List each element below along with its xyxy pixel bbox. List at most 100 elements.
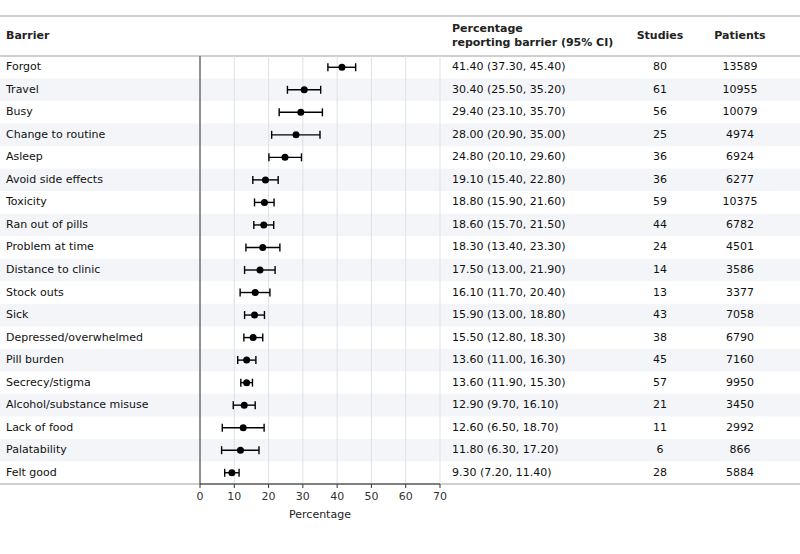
error-cap <box>239 289 240 297</box>
column-header-line: reporting barrier (95% CI) <box>452 36 613 49</box>
table-rule <box>0 16 800 17</box>
marks <box>222 63 356 476</box>
row-stripe <box>0 79 800 102</box>
patients-cell: 866 <box>730 443 751 456</box>
error-cap <box>320 86 321 94</box>
category-label: Depressed/overwhelmed <box>6 331 143 344</box>
ci-label: 13.60 (11.90, 15.30) <box>452 376 566 389</box>
ci-label: 18.30 (13.40, 23.30) <box>452 240 566 253</box>
error-cap <box>322 108 323 116</box>
tick-label: 10 <box>227 490 241 503</box>
studies-cell: 14 <box>653 263 667 276</box>
category-label: Alcohol/substance misuse <box>6 398 149 411</box>
category-label: Palatability <box>6 443 67 456</box>
row-stripe <box>0 304 800 327</box>
patients-cell: 6782 <box>726 218 754 231</box>
header-rule <box>0 56 800 57</box>
error-cap <box>240 379 241 387</box>
column-header-line: Studies <box>637 29 684 42</box>
category-label: Avoid side effects <box>6 173 103 186</box>
point <box>228 469 235 476</box>
tick-label: 70 <box>433 490 447 503</box>
error-cap <box>244 311 245 319</box>
studies-cell: 59 <box>653 195 667 208</box>
column-header-line: Barrier <box>6 29 50 42</box>
x-axis-line <box>200 484 440 485</box>
row-stripe <box>0 124 800 147</box>
point <box>338 64 345 71</box>
chart: BarrierPercentagereporting barrier (95% … <box>0 0 800 554</box>
studies-cell: 36 <box>653 173 667 186</box>
grid-line <box>337 56 338 484</box>
point <box>297 109 304 116</box>
error-cap <box>222 424 223 432</box>
tick-label: 0 <box>197 490 204 503</box>
ci-label: 15.50 (12.80, 18.30) <box>452 331 566 344</box>
ci-label: 12.60 (6.50, 18.70) <box>452 421 559 434</box>
error-cap <box>273 198 274 206</box>
tick-label: 50 <box>364 490 378 503</box>
point <box>262 176 269 183</box>
column-header: Patients <box>714 29 766 42</box>
column-header: Percentagereporting barrier (95% CI) <box>452 22 613 49</box>
row-stripe <box>0 169 800 192</box>
ci-label: 19.10 (15.40, 22.80) <box>452 173 566 186</box>
patients-cell: 13589 <box>723 60 758 73</box>
ci-label: 41.40 (37.30, 45.40) <box>452 60 566 73</box>
row-stripe <box>0 394 800 417</box>
error-cap <box>252 379 253 387</box>
studies-cell: 45 <box>653 353 667 366</box>
patients-cell: 9950 <box>726 376 754 389</box>
error-cap <box>279 243 280 251</box>
ci-label: 16.10 (11.70, 20.40) <box>452 286 566 299</box>
studies-cell: 43 <box>653 308 667 321</box>
patients-cell: 3377 <box>726 286 754 299</box>
studies-cell: 57 <box>653 376 667 389</box>
studies-cell: 80 <box>653 60 667 73</box>
ci-label: 18.80 (15.90, 21.60) <box>452 195 566 208</box>
studies-cell: 11 <box>653 421 667 434</box>
ci-label: 24.80 (20.10, 29.60) <box>452 150 566 163</box>
ci-label: 9.30 (7.20, 11.40) <box>452 466 552 479</box>
x-axis-label: Percentage <box>289 508 351 521</box>
grid-line <box>405 56 406 484</box>
tick-label: 20 <box>262 490 276 503</box>
ci-label: 17.50 (13.00, 21.90) <box>452 263 566 276</box>
ci-label: 11.80 (6.30, 17.20) <box>452 443 559 456</box>
error-cap <box>262 334 263 342</box>
error-cap <box>263 424 264 432</box>
tick-mark <box>234 484 235 488</box>
row-stripe <box>0 214 800 237</box>
column-header: Barrier <box>6 29 50 42</box>
studies-cell: 24 <box>653 240 667 253</box>
category-label: Distance to clinic <box>6 263 100 276</box>
point <box>243 379 250 386</box>
tick-mark <box>405 484 406 488</box>
ci-label: 12.90 (9.70, 16.10) <box>452 398 559 411</box>
ci-label: 28.00 (20.90, 35.00) <box>452 128 566 141</box>
error-cap <box>243 334 244 342</box>
point <box>240 424 247 431</box>
studies-cell: 21 <box>653 398 667 411</box>
studies-cell: 25 <box>653 128 667 141</box>
ci-label: 29.40 (23.10, 35.70) <box>452 105 566 118</box>
category-label: Secrecy/stigma <box>6 376 91 389</box>
y-axis-line <box>200 56 201 484</box>
point <box>241 402 248 409</box>
point <box>259 244 266 251</box>
error-cap <box>221 446 222 454</box>
category-label: Change to routine <box>6 128 105 141</box>
patients-cell: 10375 <box>723 195 758 208</box>
error-cap <box>255 356 256 364</box>
studies-cell: 56 <box>653 105 667 118</box>
studies-cell: 61 <box>653 83 667 96</box>
column-header-line: Percentage <box>452 22 523 35</box>
patients-cell: 3450 <box>726 398 754 411</box>
patients-cell: 5884 <box>726 466 754 479</box>
ci-label: 15.90 (13.00, 18.80) <box>452 308 566 321</box>
error-cap <box>277 176 278 184</box>
patients-cell: 6277 <box>726 173 754 186</box>
patients-cell: 7160 <box>726 353 754 366</box>
error-cap <box>355 63 356 71</box>
patients-cell: 6924 <box>726 150 754 163</box>
